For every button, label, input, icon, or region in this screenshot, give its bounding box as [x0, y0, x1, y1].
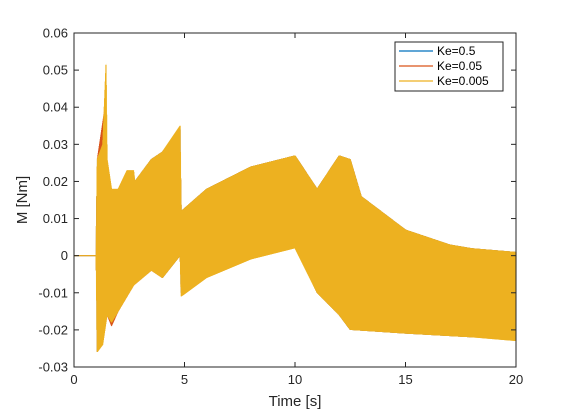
y-tick-label: 0.04	[43, 100, 68, 115]
x-tick-label: 5	[181, 372, 188, 387]
y-tick-label: 0.01	[43, 211, 68, 226]
x-tick-label: 0	[70, 372, 77, 387]
y-tick-label: 0.05	[43, 63, 68, 78]
y-tick-label: 0	[61, 248, 68, 263]
series-layer	[74, 62, 517, 353]
series-ke-0-005	[74, 62, 517, 353]
series-band	[74, 62, 516, 353]
x-axis: 0 5 10 15 20	[70, 33, 523, 387]
x-tick-label: 20	[509, 372, 523, 387]
y-tick-label: -0.03	[38, 360, 68, 375]
legend-entry: Ke=0.05	[437, 59, 482, 73]
x-tick-label: 15	[398, 372, 412, 387]
x-axis-label: Time [s]	[269, 393, 322, 410]
legend-entry: Ke=0.5	[437, 44, 476, 58]
y-tick-label: 0.06	[43, 26, 68, 41]
legend-entry: Ke=0.005	[437, 74, 489, 88]
x-tick-label: 10	[288, 372, 302, 387]
y-tick-label: 0.02	[43, 174, 68, 189]
y-axis-label: M [Nm]	[14, 176, 31, 224]
y-tick-label: -0.01	[38, 285, 68, 300]
y-tick-label: 0.03	[43, 137, 68, 152]
y-tick-label: -0.02	[38, 322, 68, 337]
y-axis: -0.03 -0.02 -0.01 0 0.01 0.02 0.03 0.04 0.05 0.06	[38, 26, 516, 375]
